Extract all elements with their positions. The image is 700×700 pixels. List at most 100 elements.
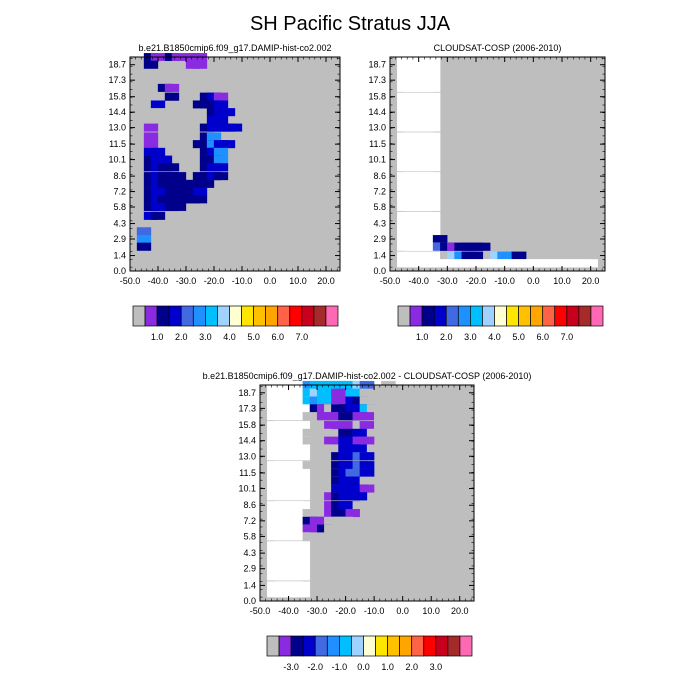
heatmap-cell [338,516,353,525]
heatmap-cell [425,203,441,212]
y-tick-label: 1.4 [243,580,256,590]
colorbar-label: 1.0 [416,332,429,342]
x-tick-label: 0.0 [264,276,277,286]
colorbar-label: 3.0 [430,662,443,672]
colorbar-label: 2.0 [405,662,418,672]
y-tick-label: 8.6 [373,171,386,181]
colorbar-swatch [277,305,291,327]
y-tick-label: 1.4 [373,251,386,261]
heatmap-cell [302,436,318,445]
x-tick-label: 10.0 [289,276,307,286]
heatmap-cell [227,123,243,132]
colorbar-swatch [314,635,328,657]
heatmap-cell [295,452,311,461]
heatmap-cell [316,532,332,541]
heatmap-cell [164,163,180,172]
y-tick-label: 18.7 [238,388,256,398]
x-tick-label: -20.0 [204,276,225,286]
y-tick-label: 2.9 [373,234,386,244]
heatmap-cell [302,532,318,541]
y-tick-label: 7.2 [113,187,126,197]
x-tick-label: -10.0 [232,276,253,286]
y-tick-label: 17.3 [368,75,386,85]
colorbar-swatch [530,305,544,327]
colorbar-swatch [278,635,292,657]
y-tick-label: 10.1 [238,484,256,494]
colorbar-label: 5.0 [512,332,525,342]
y-tick-label: 5.8 [243,531,256,541]
plot-frame [389,56,606,272]
x-tick-label: -50.0 [120,276,141,286]
heatmap-cell [178,179,194,188]
x-tick-label: 0.0 [527,276,540,286]
colorbar-swatch [506,305,519,327]
heatmap-cell [295,492,311,501]
heatmap-cell [425,68,441,77]
heatmap-cell [295,589,311,598]
colorbar-swatch [217,305,230,327]
heatmap-cell [192,187,208,196]
heatmap-cell [220,140,236,149]
colorbar-swatch [470,305,483,327]
heatmap-cell [136,234,152,244]
heatmap-cell [359,412,375,421]
heatmap-cell [352,492,368,501]
heatmap-cell [425,123,441,132]
heatmap-cell [425,83,441,92]
colorbar-label: -2.0 [307,662,323,672]
x-tick-label: -10.0 [364,606,385,616]
y-tick-label: 13.0 [238,451,256,461]
y-tick-label: 7.2 [243,516,256,526]
heatmap-cell [359,461,375,470]
heatmap-cell [425,92,441,101]
colorbar-swatch [351,635,364,657]
heatmap-cell [366,404,382,413]
heatmap-cell [143,123,159,132]
plot-frame [259,384,475,602]
x-tick-label: -30.0 [307,606,328,616]
heatmap-cell [324,421,339,430]
heatmap-cell [359,484,375,493]
heatmap-cell [425,132,441,141]
heatmap-cell [425,147,441,156]
colorbar-swatch [542,305,556,327]
y-tick-label: 11.5 [369,139,386,149]
colorbar-label: 4.0 [223,332,236,342]
colorbar-swatch [326,635,340,657]
heatmap-cell [425,163,441,172]
heatmap-cell [352,428,368,437]
panel-diff: b.e21.B1850cmip6.f09_g17.DAMIP-hist-co2.… [203,371,532,672]
colorbar-swatch [289,305,303,327]
heatmap-cell [143,92,159,101]
colorbar-label: -1.0 [332,662,348,672]
heatmap-cell [150,100,166,109]
x-tick-label: 20.0 [317,276,335,286]
x-tick-label: 10.0 [422,606,440,616]
heatmap-cell [295,572,311,581]
y-tick-label: 2.9 [243,564,256,574]
y-tick-label: 1.4 [113,251,126,261]
heatmap-cell [213,92,229,101]
heatmap-cell [511,251,527,260]
heatmap-cell [143,132,159,141]
heatmap-cell [164,83,180,92]
heatmap-cell [345,508,361,518]
x-tick-label: 20.0 [451,606,469,616]
y-tick-label: 18.7 [108,60,126,70]
x-tick-label: -50.0 [250,606,271,616]
heatmap-cell [164,92,180,101]
colorbar-swatch [313,305,327,327]
colorbar-swatch [494,305,507,327]
y-tick-label: 8.6 [243,500,256,510]
y-tick-label: 8.6 [113,171,126,181]
colorbar-label: 3.0 [199,332,212,342]
heatmap-cell [302,412,318,421]
heatmap-cell [213,115,229,124]
colorbar-swatch [375,635,388,657]
colorbar-swatch [411,635,425,657]
y-tick-label: 11.5 [109,139,126,149]
heatmap-cell [425,76,441,85]
heatmap-cell [425,155,441,164]
colorbar-swatch [590,305,604,327]
